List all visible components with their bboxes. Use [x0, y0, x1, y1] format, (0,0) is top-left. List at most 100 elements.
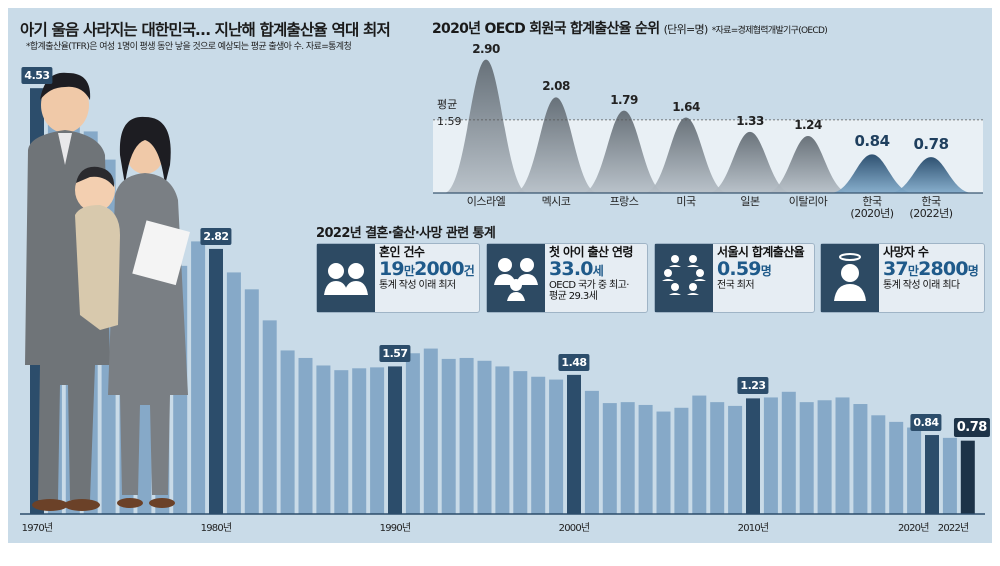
- bar-2012: [781, 391, 796, 514]
- bar-value-label-1980: 2.82: [200, 227, 232, 245]
- family-icon: [494, 258, 538, 301]
- bar-2003: [620, 402, 635, 514]
- stat-note: 통계 작성 이래 최다: [883, 280, 960, 292]
- stat-value-unit1: 세: [592, 264, 604, 279]
- bar-2000: [567, 374, 581, 514]
- oecd-peak-3: [644, 117, 728, 193]
- oecd-value-1: 2.08: [542, 79, 570, 94]
- oecd-unit: (단위=명): [663, 23, 709, 36]
- oecd-category-4: 일본: [740, 195, 760, 208]
- bar-1987: [334, 370, 349, 514]
- bar-1997: [513, 371, 528, 514]
- x-tick-2000: 2000년: [558, 523, 590, 534]
- bar-2022: [960, 440, 975, 514]
- x-tick-2022: 2022년: [937, 523, 969, 534]
- bar-1983: [262, 320, 277, 514]
- oecd-value-5: 1.24: [794, 117, 822, 132]
- bar-1999: [549, 379, 564, 514]
- stat-note: 전국 최저: [717, 280, 755, 292]
- family-illustration: [25, 72, 190, 511]
- bar-2001: [584, 390, 599, 514]
- stat-value-unit2: 건: [463, 264, 475, 279]
- stat-value-num1: 19: [379, 258, 405, 281]
- bar-value-label-2020: 0.84: [910, 414, 942, 432]
- bar-2004: [638, 404, 653, 514]
- bar-1994: [459, 357, 474, 514]
- stat-icon-box: [655, 244, 713, 312]
- stat-label: 서울시 합계출산율: [717, 245, 805, 259]
- stat-card-1: 첫 아이 출산 연령 33.0세 OECD 국가 중 최고· 평균 29.3세: [486, 243, 648, 313]
- bar-1980: [209, 248, 223, 515]
- oecd-category-1: 멕시코: [541, 195, 571, 208]
- stat-value-num1: 0.59: [717, 258, 761, 281]
- bar-1991: [405, 353, 420, 514]
- bar-2008: [710, 402, 725, 514]
- stat-card-2: 서울시 합계출산율 0.59명 전국 최저: [654, 243, 815, 313]
- angel-icon: [834, 253, 866, 301]
- bar-1989: [370, 367, 385, 514]
- bar-1982: [244, 289, 259, 514]
- bar-2016: [853, 404, 868, 514]
- bar-1993: [441, 358, 456, 514]
- stat-icon-box: [317, 244, 375, 312]
- oecd-title-text: 2020년 OECD 회원국 합계출산율 순위: [432, 21, 660, 37]
- bar-1981: [226, 272, 241, 514]
- bar-1998: [531, 376, 546, 514]
- bar-2013: [799, 402, 814, 514]
- stat-note: 통계 작성 이래 최저: [379, 280, 456, 292]
- oecd-value-2: 1.79: [610, 92, 638, 107]
- stat-value: 33.0세: [549, 259, 633, 280]
- page-title: 아기 울음 사라지는 대한민국… 지난해 합계출산율 역대 최저: [20, 21, 391, 39]
- bar-1988: [352, 368, 367, 514]
- oecd-peak-5: [766, 135, 850, 193]
- stat-label: 사망자 수: [883, 245, 929, 259]
- average-label-text: 평균: [437, 98, 458, 111]
- oecd-source: *자료=경제협력개발기구(OECD): [711, 26, 828, 36]
- stat-icon-box: [487, 244, 545, 312]
- stat-value-num2: 2800: [918, 258, 968, 281]
- bar-1985: [298, 357, 313, 514]
- bar-1986: [316, 365, 331, 514]
- bar-2021: [942, 437, 957, 514]
- stat-icon-box: [821, 244, 879, 312]
- bar-1984: [280, 350, 295, 514]
- bar-1996: [495, 366, 510, 514]
- bar-2002: [602, 403, 617, 514]
- bar-value-label-1990: 1.57: [379, 345, 411, 363]
- oecd-chart-title: 2020년 OECD 회원국 합계출산율 순위 (단위=명) *자료=경제협력개…: [432, 18, 828, 38]
- oecd-tfr-chart: [433, 59, 983, 194]
- oecd-category-6: 한국 (2020년): [850, 195, 894, 220]
- oecd-category-7: 한국 (2022년): [909, 195, 953, 220]
- stat-value-num1: 33.0: [549, 258, 593, 281]
- oecd-value-7: 0.78: [913, 135, 949, 154]
- bar-value-label-2022: 0.78: [953, 417, 990, 437]
- average-value: 1.59: [437, 115, 462, 128]
- stat-note: OECD 국가 중 최고· 평균 29.3세: [549, 280, 629, 303]
- x-tick-2010: 2010년: [737, 523, 769, 534]
- stat-value: 0.59명: [717, 259, 804, 280]
- group-icon: [662, 255, 706, 295]
- bar-2011: [763, 397, 778, 514]
- x-tick-1990: 1990년: [379, 523, 411, 534]
- stat-value-num1: 37: [883, 258, 909, 281]
- oecd-peak-0: [444, 59, 528, 193]
- x-tick-2020: 2020년: [898, 523, 929, 534]
- bar-value-label-2000: 1.48: [558, 353, 590, 371]
- oecd-category-2: 프랑스: [609, 195, 639, 208]
- stat-value-unit2: 명: [967, 264, 979, 279]
- bar-2017: [871, 415, 886, 514]
- average-label: 평균 1.59: [437, 98, 462, 129]
- stat-value-unit1: 만: [907, 264, 919, 279]
- bar-1992: [423, 348, 438, 514]
- bar-2007: [692, 395, 707, 514]
- bar-2005: [656, 411, 671, 514]
- bar-2014: [817, 400, 832, 514]
- stat-card-0: 혼인 건수 19만2000건 통계 작성 이래 최저: [316, 243, 480, 313]
- x-tick-1970: 1970년: [21, 523, 53, 534]
- oecd-category-3: 미국: [676, 195, 696, 208]
- stat-label: 혼인 건수: [379, 245, 425, 259]
- x-tick-1980: 1980년: [200, 523, 232, 534]
- oecd-value-3: 1.64: [672, 99, 700, 114]
- bar-1995: [477, 360, 492, 514]
- stat-card-3: 사망자 수 37만2800명 통계 작성 이래 최다: [820, 243, 985, 313]
